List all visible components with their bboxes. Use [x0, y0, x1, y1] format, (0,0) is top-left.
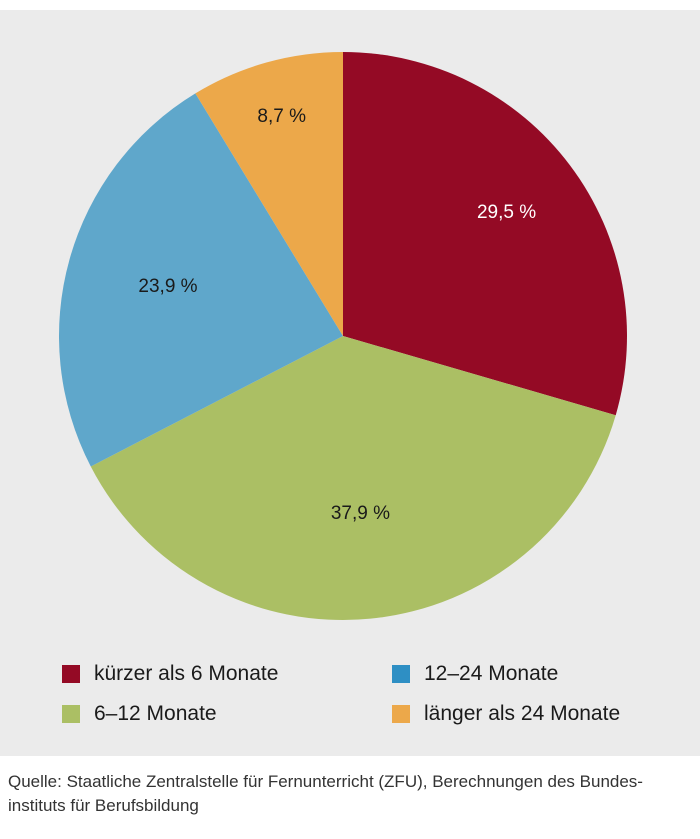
pie-slice-label-3: 23,9 %: [138, 276, 197, 297]
legend: kürzer als 6 Monate 12–24 Monate 6–12 Mo…: [62, 660, 682, 728]
legend-item-12-24-monate: 12–24 Monate: [392, 660, 682, 688]
legend-item-6-12-monate: 6–12 Monate: [62, 700, 392, 728]
pie-slice-label-2: 37,9 %: [331, 503, 390, 524]
pie-slice-label-4: 8,7 %: [257, 106, 306, 127]
source-line-2: instituts für Berufsbildung: [8, 796, 199, 815]
pie-slice-3: [59, 93, 343, 467]
legend-swatch: [62, 665, 80, 683]
legend-label: 12–24 Monate: [424, 662, 559, 685]
legend-item-kuerzer-als-6-monate: kürzer als 6 Monate: [62, 660, 392, 688]
source-line-1: Quelle: Staatliche Zentralstelle für Fer…: [8, 772, 643, 791]
pie-slice-label-1: 29,5 %: [477, 202, 536, 223]
legend-label: länger als 24 Monate: [424, 702, 621, 725]
pie-slice-1: [343, 52, 627, 416]
legend-swatch: [62, 705, 80, 723]
chart-panel: 29,5 % 37,9 % 23,9 % 8,7 % kürzer als 6 Mon…: [0, 10, 700, 756]
legend-swatch: [392, 705, 410, 723]
source-note: Quelle: Staatliche Zentralstelle für Fer…: [8, 770, 688, 818]
pie-chart: 29,5 % 37,9 % 23,9 % 8,7 %: [59, 52, 627, 620]
legend-label: 6–12 Monate: [94, 702, 217, 725]
legend-label: kürzer als 6 Monate: [94, 662, 279, 685]
legend-swatch: [392, 665, 410, 683]
pie-slice-4: [195, 52, 343, 336]
pie-slice-2: [90, 336, 616, 620]
legend-item-laenger-als-24-monate: länger als 24 Monate: [392, 700, 682, 728]
